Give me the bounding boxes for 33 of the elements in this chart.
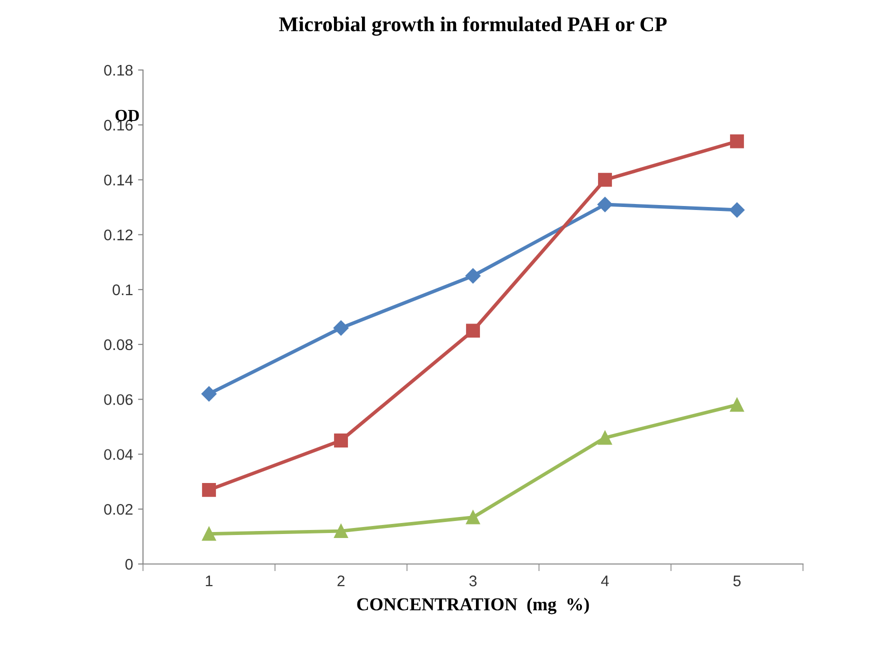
point — [466, 324, 480, 338]
x-tick-label: 1 — [206, 576, 213, 586]
point — [465, 268, 481, 284]
y-tick-label: 0.02 — [104, 504, 133, 515]
point — [729, 202, 745, 218]
x-axis-title: CONCENTRATION (mg %) — [357, 598, 589, 614]
x-tick-label: 2 — [338, 576, 344, 586]
y-tick-label: 0.12 — [104, 230, 133, 240]
point — [597, 196, 613, 212]
point — [466, 510, 480, 524]
y-tick-label: 0.18 — [104, 64, 133, 76]
y-tick-label: 0.06 — [104, 394, 133, 406]
point — [598, 172, 612, 187]
point — [201, 386, 217, 402]
x-tick-label: 3 — [469, 576, 477, 586]
point — [202, 526, 216, 541]
y-tick-label: 0 — [125, 558, 133, 570]
point — [334, 524, 348, 538]
point — [730, 134, 744, 148]
x-tick-label: 4 — [601, 576, 609, 586]
point — [730, 398, 744, 412]
x-tick-label: 5 — [733, 576, 741, 586]
y-tick-label: 0.04 — [104, 449, 133, 460]
y-tick-label: 0.14 — [104, 174, 133, 186]
y-axis-title: OD — [116, 110, 139, 122]
point — [333, 320, 349, 336]
point — [598, 430, 612, 445]
point — [334, 434, 348, 448]
y-tick-label: 0.16 — [104, 120, 133, 131]
point — [202, 482, 216, 497]
chart-title: Microbial growth in formulated PAH or CP — [279, 16, 667, 36]
y-tick-label: 0.1 — [112, 284, 133, 296]
y-tick-label: 0.08 — [104, 339, 133, 350]
